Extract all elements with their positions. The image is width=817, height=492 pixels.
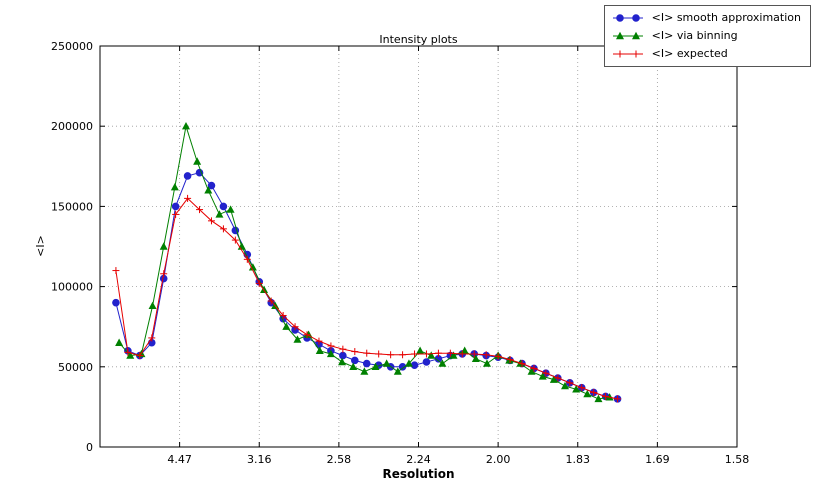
svg-text:150000: 150000	[51, 200, 93, 213]
series-0	[112, 168, 622, 403]
y-axis-label: <I>	[34, 235, 47, 257]
legend-item-smooth-approximation: <I> smooth approximation	[611, 9, 801, 26]
legend-marker-plus-icon	[612, 50, 643, 57]
chart-title: Intensity plots	[379, 33, 458, 46]
svg-text:100000: 100000	[51, 281, 93, 294]
svg-text:0: 0	[86, 441, 93, 454]
series-1	[115, 122, 614, 403]
svg-text:1.69: 1.69	[645, 453, 670, 466]
svg-text:2.00: 2.00	[486, 453, 511, 466]
svg-text:200000: 200000	[51, 120, 93, 133]
legend-marker-triangle-icon	[612, 31, 643, 39]
svg-text:1.58: 1.58	[725, 453, 750, 466]
legend-marker-circle-icon	[612, 13, 643, 22]
svg-text:50000: 50000	[58, 361, 93, 374]
legend-label: <I> via binning	[651, 29, 738, 42]
series-2	[112, 194, 622, 403]
svg-text:2.58: 2.58	[327, 453, 352, 466]
svg-text:1.83: 1.83	[566, 453, 591, 466]
legend-label: <I> smooth approximation	[651, 11, 801, 24]
svg-text:250000: 250000	[51, 40, 93, 53]
legend-label: <I> expected	[651, 47, 728, 60]
svg-text:2.24: 2.24	[406, 453, 431, 466]
svg-text:4.47: 4.47	[167, 453, 192, 466]
x-axis-label: Resolution	[382, 467, 455, 481]
legend-item-expected: <I> expected	[611, 45, 801, 62]
legend: <I> smooth approximation <I> via binning…	[603, 5, 811, 67]
svg-text:3.16: 3.16	[247, 453, 272, 466]
legend-item-via-binning: <I> via binning	[611, 27, 801, 44]
